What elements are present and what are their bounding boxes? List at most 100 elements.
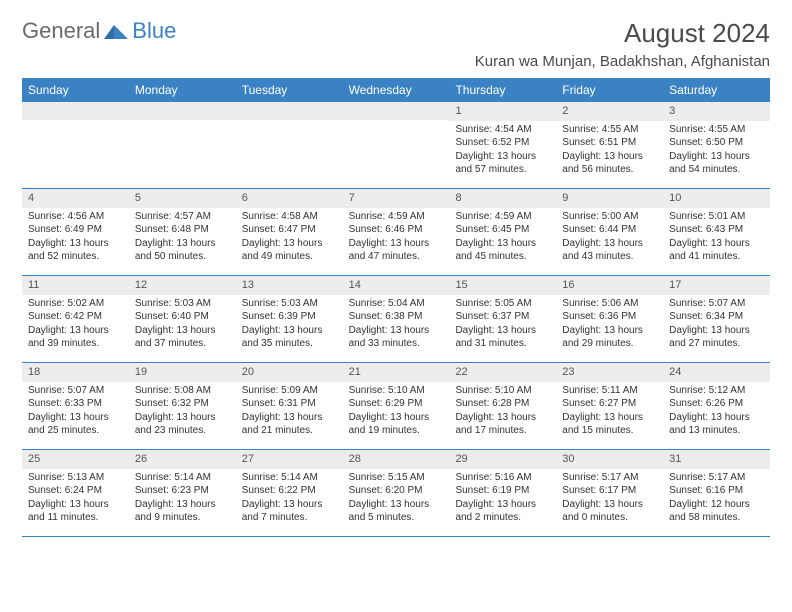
sunrise-text: Sunrise: 4:55 AM <box>669 123 764 137</box>
day-cell <box>129 102 236 188</box>
day-body: Sunrise: 5:07 AMSunset: 6:33 PMDaylight:… <box>22 382 129 442</box>
sunset-text: Sunset: 6:37 PM <box>455 310 550 324</box>
sunset-text: Sunset: 6:16 PM <box>669 484 764 498</box>
day-body: Sunrise: 5:15 AMSunset: 6:20 PMDaylight:… <box>343 469 450 529</box>
sunrise-text: Sunrise: 5:06 AM <box>562 297 657 311</box>
day-body: Sunrise: 5:03 AMSunset: 6:39 PMDaylight:… <box>236 295 343 355</box>
day-cell: 8Sunrise: 4:59 AMSunset: 6:45 PMDaylight… <box>449 189 556 275</box>
day-cell <box>343 102 450 188</box>
day-cell: 4Sunrise: 4:56 AMSunset: 6:49 PMDaylight… <box>22 189 129 275</box>
day-number: 29 <box>449 450 556 469</box>
day-cell: 16Sunrise: 5:06 AMSunset: 6:36 PMDayligh… <box>556 276 663 362</box>
daylight-text: Daylight: 13 hours and 2 minutes. <box>455 498 550 525</box>
sunrise-text: Sunrise: 5:00 AM <box>562 210 657 224</box>
day-cell: 5Sunrise: 4:57 AMSunset: 6:48 PMDaylight… <box>129 189 236 275</box>
day-number: 1 <box>449 102 556 121</box>
sunrise-text: Sunrise: 5:17 AM <box>562 471 657 485</box>
day-body: Sunrise: 5:01 AMSunset: 6:43 PMDaylight:… <box>663 208 770 268</box>
sunrise-text: Sunrise: 5:05 AM <box>455 297 550 311</box>
sunrise-text: Sunrise: 5:12 AM <box>669 384 764 398</box>
daylight-text: Daylight: 13 hours and 23 minutes. <box>135 411 230 438</box>
day-body: Sunrise: 4:58 AMSunset: 6:47 PMDaylight:… <box>236 208 343 268</box>
week-row: 1Sunrise: 4:54 AMSunset: 6:52 PMDaylight… <box>22 102 770 189</box>
week-row: 25Sunrise: 5:13 AMSunset: 6:24 PMDayligh… <box>22 450 770 537</box>
daylight-text: Daylight: 13 hours and 56 minutes. <box>562 150 657 177</box>
sunrise-text: Sunrise: 5:04 AM <box>349 297 444 311</box>
sunrise-text: Sunrise: 5:01 AM <box>669 210 764 224</box>
day-header-sun: Sunday <box>22 78 129 102</box>
day-header-row: Sunday Monday Tuesday Wednesday Thursday… <box>22 78 770 102</box>
day-body: Sunrise: 5:03 AMSunset: 6:40 PMDaylight:… <box>129 295 236 355</box>
daylight-text: Daylight: 13 hours and 35 minutes. <box>242 324 337 351</box>
day-body: Sunrise: 5:17 AMSunset: 6:16 PMDaylight:… <box>663 469 770 529</box>
day-cell: 1Sunrise: 4:54 AMSunset: 6:52 PMDaylight… <box>449 102 556 188</box>
sunset-text: Sunset: 6:22 PM <box>242 484 337 498</box>
sunset-text: Sunset: 6:23 PM <box>135 484 230 498</box>
day-cell: 28Sunrise: 5:15 AMSunset: 6:20 PMDayligh… <box>343 450 450 536</box>
day-cell <box>236 102 343 188</box>
day-number: 24 <box>663 363 770 382</box>
day-number: 9 <box>556 189 663 208</box>
day-body: Sunrise: 5:04 AMSunset: 6:38 PMDaylight:… <box>343 295 450 355</box>
sunrise-text: Sunrise: 5:15 AM <box>349 471 444 485</box>
day-number: 25 <box>22 450 129 469</box>
day-header-sat: Saturday <box>663 78 770 102</box>
calendar-page: General Blue August 2024 Kuran wa Munjan… <box>0 0 792 547</box>
day-number: 13 <box>236 276 343 295</box>
sunrise-text: Sunrise: 4:58 AM <box>242 210 337 224</box>
sunset-text: Sunset: 6:45 PM <box>455 223 550 237</box>
day-cell: 10Sunrise: 5:01 AMSunset: 6:43 PMDayligh… <box>663 189 770 275</box>
sunrise-text: Sunrise: 4:55 AM <box>562 123 657 137</box>
weeks-container: 1Sunrise: 4:54 AMSunset: 6:52 PMDaylight… <box>22 102 770 537</box>
logo-mark-icon <box>104 21 130 41</box>
sunrise-text: Sunrise: 4:59 AM <box>349 210 444 224</box>
day-body: Sunrise: 4:59 AMSunset: 6:46 PMDaylight:… <box>343 208 450 268</box>
sunrise-text: Sunrise: 5:07 AM <box>669 297 764 311</box>
sunset-text: Sunset: 6:28 PM <box>455 397 550 411</box>
day-cell: 2Sunrise: 4:55 AMSunset: 6:51 PMDaylight… <box>556 102 663 188</box>
day-cell: 15Sunrise: 5:05 AMSunset: 6:37 PMDayligh… <box>449 276 556 362</box>
daylight-text: Daylight: 13 hours and 11 minutes. <box>28 498 123 525</box>
day-number: 28 <box>343 450 450 469</box>
sunrise-text: Sunrise: 5:11 AM <box>562 384 657 398</box>
day-number: 22 <box>449 363 556 382</box>
day-cell: 18Sunrise: 5:07 AMSunset: 6:33 PMDayligh… <box>22 363 129 449</box>
sunset-text: Sunset: 6:48 PM <box>135 223 230 237</box>
daylight-text: Daylight: 13 hours and 31 minutes. <box>455 324 550 351</box>
daylight-text: Daylight: 13 hours and 13 minutes. <box>669 411 764 438</box>
sunrise-text: Sunrise: 4:54 AM <box>455 123 550 137</box>
day-cell: 23Sunrise: 5:11 AMSunset: 6:27 PMDayligh… <box>556 363 663 449</box>
day-body: Sunrise: 5:10 AMSunset: 6:29 PMDaylight:… <box>343 382 450 442</box>
month-title: August 2024 <box>475 18 770 49</box>
day-body: Sunrise: 4:56 AMSunset: 6:49 PMDaylight:… <box>22 208 129 268</box>
title-block: August 2024 Kuran wa Munjan, Badakhshan,… <box>475 18 770 70</box>
daylight-text: Daylight: 13 hours and 41 minutes. <box>669 237 764 264</box>
day-number: 8 <box>449 189 556 208</box>
day-number: 21 <box>343 363 450 382</box>
day-cell: 19Sunrise: 5:08 AMSunset: 6:32 PMDayligh… <box>129 363 236 449</box>
day-body: Sunrise: 5:08 AMSunset: 6:32 PMDaylight:… <box>129 382 236 442</box>
sunrise-text: Sunrise: 5:03 AM <box>242 297 337 311</box>
day-number: 18 <box>22 363 129 382</box>
sunset-text: Sunset: 6:43 PM <box>669 223 764 237</box>
sunset-text: Sunset: 6:20 PM <box>349 484 444 498</box>
sunset-text: Sunset: 6:36 PM <box>562 310 657 324</box>
sunrise-text: Sunrise: 5:03 AM <box>135 297 230 311</box>
day-number: 23 <box>556 363 663 382</box>
day-number: 27 <box>236 450 343 469</box>
daylight-text: Daylight: 13 hours and 33 minutes. <box>349 324 444 351</box>
day-body: Sunrise: 5:00 AMSunset: 6:44 PMDaylight:… <box>556 208 663 268</box>
day-body: Sunrise: 5:12 AMSunset: 6:26 PMDaylight:… <box>663 382 770 442</box>
sunrise-text: Sunrise: 5:10 AM <box>349 384 444 398</box>
daylight-text: Daylight: 13 hours and 21 minutes. <box>242 411 337 438</box>
sunset-text: Sunset: 6:29 PM <box>349 397 444 411</box>
day-number: 12 <box>129 276 236 295</box>
sunset-text: Sunset: 6:27 PM <box>562 397 657 411</box>
day-body: Sunrise: 5:07 AMSunset: 6:34 PMDaylight:… <box>663 295 770 355</box>
calendar-grid: Sunday Monday Tuesday Wednesday Thursday… <box>22 78 770 537</box>
day-cell: 14Sunrise: 5:04 AMSunset: 6:38 PMDayligh… <box>343 276 450 362</box>
daylight-text: Daylight: 13 hours and 19 minutes. <box>349 411 444 438</box>
day-cell: 21Sunrise: 5:10 AMSunset: 6:29 PMDayligh… <box>343 363 450 449</box>
day-number: 11 <box>22 276 129 295</box>
location-label: Kuran wa Munjan, Badakhshan, Afghanistan <box>475 53 770 70</box>
